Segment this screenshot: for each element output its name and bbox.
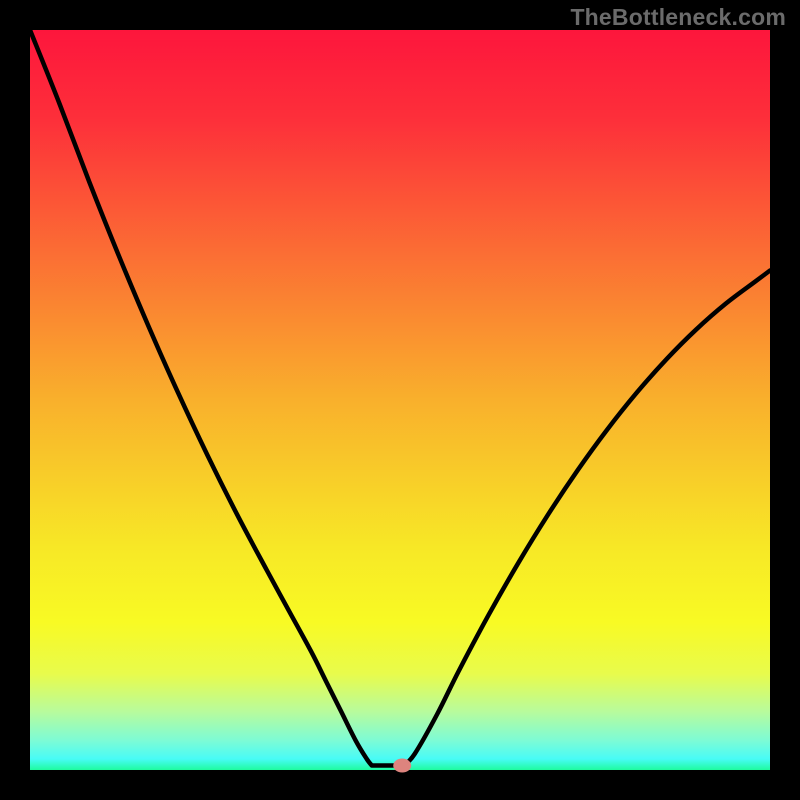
chart-gradient-area — [30, 30, 770, 770]
optimal-point-marker — [393, 759, 411, 773]
bottleneck-curve-chart — [0, 0, 800, 800]
chart-frame: TheBottleneck.com — [0, 0, 800, 800]
attribution-label: TheBottleneck.com — [570, 4, 786, 31]
